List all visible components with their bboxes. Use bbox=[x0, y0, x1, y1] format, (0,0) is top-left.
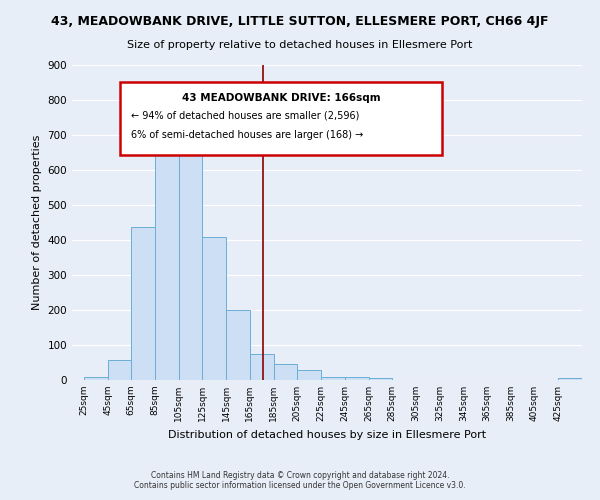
Bar bbox=[179, 118, 202, 380]
Text: ← 94% of detached houses are smaller (2,596): ← 94% of detached houses are smaller (2,… bbox=[131, 110, 359, 120]
Bar bbox=[274, 364, 298, 380]
Bar bbox=[131, 227, 155, 380]
Bar bbox=[155, 118, 179, 380]
Text: 6% of semi-detached houses are larger (168) →: 6% of semi-detached houses are larger (1… bbox=[131, 130, 363, 140]
Text: 43, MEADOWBANK DRIVE, LITTLE SUTTON, ELLESMERE PORT, CH66 4JF: 43, MEADOWBANK DRIVE, LITTLE SUTTON, ELL… bbox=[51, 15, 549, 28]
Text: 43 MEADOWBANK DRIVE: 166sqm: 43 MEADOWBANK DRIVE: 166sqm bbox=[182, 94, 380, 104]
Bar bbox=[321, 376, 345, 380]
Bar bbox=[558, 378, 582, 380]
X-axis label: Distribution of detached houses by size in Ellesmere Port: Distribution of detached houses by size … bbox=[168, 430, 486, 440]
Bar bbox=[298, 370, 321, 380]
Text: Size of property relative to detached houses in Ellesmere Port: Size of property relative to detached ho… bbox=[127, 40, 473, 50]
Bar bbox=[84, 376, 107, 380]
Bar bbox=[107, 360, 131, 380]
Bar bbox=[250, 354, 274, 380]
Bar bbox=[368, 378, 392, 380]
Bar bbox=[202, 237, 226, 380]
Y-axis label: Number of detached properties: Number of detached properties bbox=[32, 135, 42, 310]
Text: Contains HM Land Registry data © Crown copyright and database right 2024.
Contai: Contains HM Land Registry data © Crown c… bbox=[134, 470, 466, 490]
Bar bbox=[226, 310, 250, 380]
Bar bbox=[345, 376, 368, 380]
FancyBboxPatch shape bbox=[121, 82, 442, 155]
